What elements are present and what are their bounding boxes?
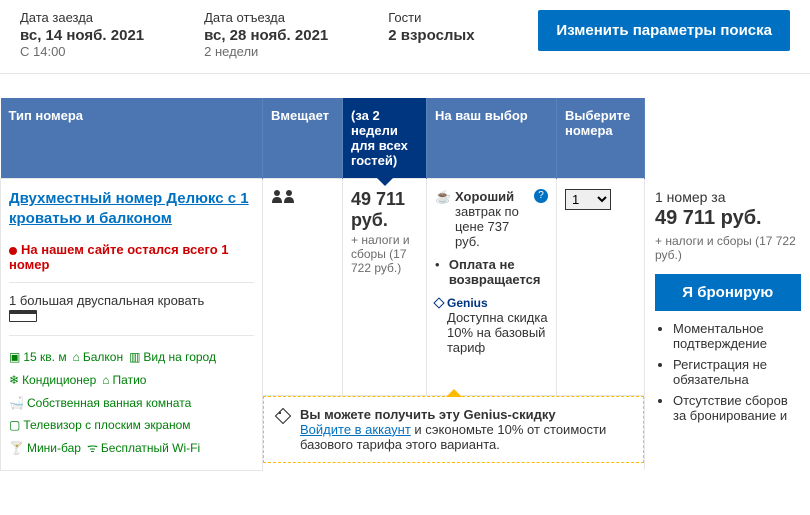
- coffee-icon: ☕: [435, 189, 451, 249]
- checkout-date: вс, 28 нояб. 2021: [204, 27, 328, 44]
- quantity-cell: 01: [557, 179, 645, 396]
- checkout-duration: 2 недели: [204, 44, 328, 59]
- table-header-row: Тип номера Вмещает (за 2 недели для всех…: [1, 98, 810, 179]
- amenities-list: ▣15 кв. м ⌂Балкон▥Вид на город ❄Кондиционе…: [9, 346, 254, 460]
- summary-total: 49 711 руб.: [655, 207, 801, 230]
- no-refund-text: Оплата не возвращается: [449, 257, 548, 287]
- room-title-link[interactable]: Двухместный номер Делюкс с 1 кроватью и …: [9, 189, 254, 228]
- amenity-icon: ᯤ: [87, 437, 98, 460]
- login-link[interactable]: Войдите в аккаунт: [300, 422, 411, 437]
- amenity-icon: 🛁: [9, 392, 24, 415]
- tag-icon: [433, 297, 444, 308]
- amenity-icon: ▥: [129, 346, 140, 369]
- amenity-item: ▥Вид на город: [129, 346, 216, 369]
- benefit-item: Моментальное подтверждение: [673, 321, 801, 351]
- banner-title: Вы можете получить эту Genius-скидку: [300, 407, 556, 422]
- amenity-item: ▢Телевизор с плоским экраном: [9, 414, 191, 437]
- header-price: (за 2 недели для всех гостей): [343, 98, 427, 179]
- benefit-item: Регистрация не обязательна: [673, 357, 801, 387]
- amenity-item: ᯤБесплатный Wi-Fi: [87, 437, 200, 460]
- change-search-button[interactable]: Изменить параметры поиска: [538, 10, 790, 51]
- guests-block: Гости 2 взрослых: [388, 10, 474, 44]
- search-summary-bar: Дата заезда вс, 14 нояб. 2021 С 14:00 Да…: [0, 0, 810, 74]
- table-row: Двухместный номер Делюкс с 1 кроватью и …: [1, 179, 810, 396]
- amenity-icon: 🍸: [9, 437, 24, 460]
- price-cell: 49 711 руб. + налоги и сборы (17 722 руб…: [343, 179, 427, 396]
- bed-config: 1 большая двуспальная кровать: [9, 293, 254, 308]
- bed-icon: [9, 310, 37, 322]
- amenity-icon: ▢: [9, 414, 20, 437]
- occupancy-cell: [263, 179, 343, 396]
- amenity-item: ⌂Патио: [102, 369, 146, 392]
- benefits-list: Моментальное подтверждение Регистрация не…: [655, 321, 801, 423]
- summary-taxes: + налоги и сборы (17 722 руб.): [655, 234, 801, 262]
- guests-value: 2 взрослых: [388, 27, 474, 44]
- guests-label: Гости: [388, 10, 474, 25]
- room-price: 49 711 руб.: [351, 189, 418, 231]
- conditions-cell: ? ☕ Хороший завтрак по цене 737 руб. • О…: [427, 179, 557, 396]
- amenity-item: ❄Кондиционер: [9, 369, 96, 392]
- rooms-table: Тип номера Вмещает (за 2 недели для всех…: [0, 98, 810, 471]
- room-type-cell: Двухместный номер Делюкс с 1 кроватью и …: [1, 179, 263, 471]
- amenity-item: 🛁Собственная ванная комната: [9, 392, 191, 415]
- book-now-button[interactable]: Я бронирую: [655, 274, 801, 311]
- amenity-icon: ⌂: [102, 369, 109, 392]
- occupancy-icon: [271, 189, 297, 203]
- summary-rooms-line: 1 номер за: [655, 189, 801, 205]
- amenity-icon: ❄: [9, 369, 19, 392]
- amenity-item: ▣15 кв. м: [9, 346, 67, 369]
- amenity-item: 🍸Мини-бар: [9, 437, 81, 460]
- header-select: Выберите номера: [557, 98, 645, 179]
- header-conditions: На ваш выбор: [427, 98, 557, 179]
- help-icon[interactable]: ?: [534, 189, 548, 203]
- amenity-item: ⌂Балкон: [73, 346, 124, 369]
- breakfast-text: завтрак по цене 737 руб.: [455, 204, 519, 249]
- genius-discount-text: Доступна скидка 10% на базовый тариф: [447, 310, 548, 355]
- header-occupancy: Вмещает: [263, 98, 343, 179]
- amenity-icon: ▣: [9, 346, 20, 369]
- summary-cell: 1 номер за 49 711 руб. + налоги и сборы …: [645, 179, 810, 471]
- checkin-time: С 14:00: [20, 44, 144, 59]
- bullet-icon: •: [435, 257, 445, 287]
- room-quantity-select[interactable]: 01: [565, 189, 611, 210]
- benefit-item: Отсутствие сборов за бронирование и: [673, 393, 801, 423]
- checkout-label: Дата отъезда: [204, 10, 328, 25]
- amenity-icon: ⌂: [73, 346, 80, 369]
- header-type: Тип номера: [1, 98, 263, 179]
- red-dot-icon: [9, 247, 17, 255]
- scarcity-message: На нашем сайте остался всего 1 номер: [9, 242, 254, 272]
- breakfast-bold: Хороший: [455, 189, 514, 204]
- room-price-taxes: + налоги и сборы (17 722 руб.): [351, 233, 418, 275]
- genius-banner: Вы можете получить эту Genius-скидку Вой…: [263, 396, 644, 463]
- checkout-block: Дата отъезда вс, 28 нояб. 2021 2 недели: [204, 10, 328, 59]
- genius-label: Genius: [447, 296, 488, 310]
- checkin-block: Дата заезда вс, 14 нояб. 2021 С 14:00: [20, 10, 144, 59]
- checkin-date: вс, 14 нояб. 2021: [20, 27, 144, 44]
- price-tag-icon: [274, 407, 292, 425]
- checkin-label: Дата заезда: [20, 10, 144, 25]
